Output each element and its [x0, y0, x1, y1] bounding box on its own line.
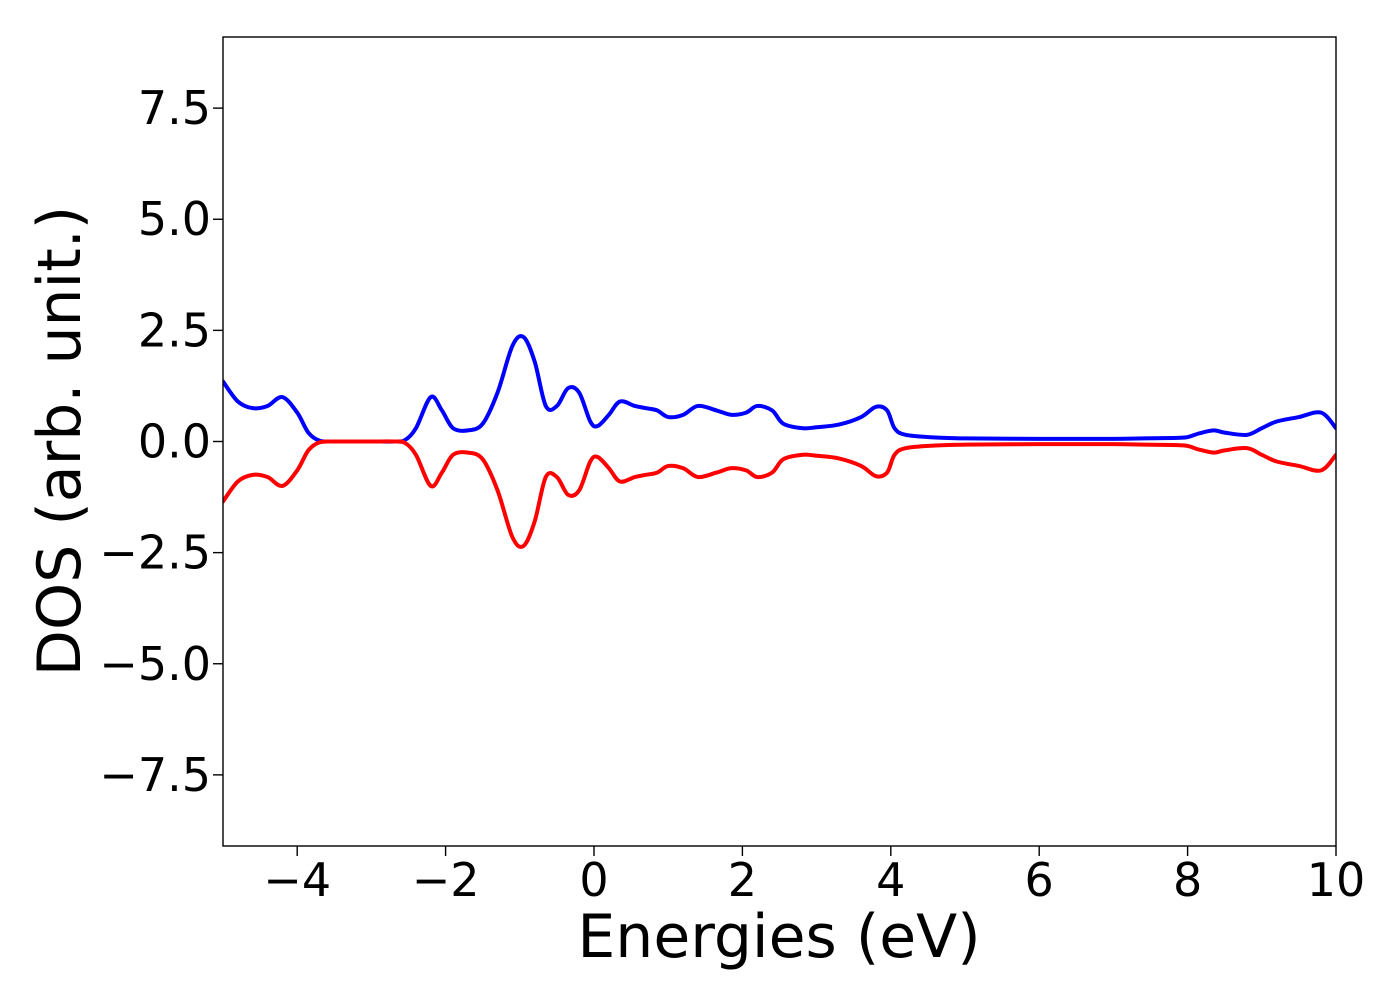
- y-axis: −7.5 −5.0 −2.5 0.0 2.5 5.0 7.5: [99, 81, 223, 802]
- series-line-2: [223, 439, 1336, 549]
- x-tick-label: 8: [1173, 853, 1202, 907]
- y-tick-label: −7.5: [99, 748, 211, 802]
- y-axis-label: DOS (arb. unit.): [25, 206, 95, 676]
- x-tick-label: 0: [579, 853, 608, 907]
- x-tick-label: 6: [1025, 853, 1054, 907]
- x-axis-label: Energies (eV): [577, 902, 980, 972]
- x-tick-label: −4: [263, 853, 331, 907]
- y-tick-label: 2.5: [138, 303, 211, 357]
- y-tick-label: −2.5: [99, 526, 211, 580]
- y-tick-label: 5.0: [138, 192, 211, 246]
- y-tick-label: 7.5: [138, 81, 211, 135]
- series-layer: [223, 334, 1336, 549]
- x-tick-label: −2: [412, 853, 480, 907]
- x-tick-label: 4: [876, 853, 905, 907]
- y-tick-label: 0.0: [138, 415, 211, 469]
- y-tick-label: −5.0: [99, 637, 211, 691]
- x-tick-label: 2: [728, 853, 757, 907]
- x-axis: −4 −2 0 2 4 6 8 10: [263, 846, 1365, 907]
- x-tick-label: 10: [1307, 853, 1366, 907]
